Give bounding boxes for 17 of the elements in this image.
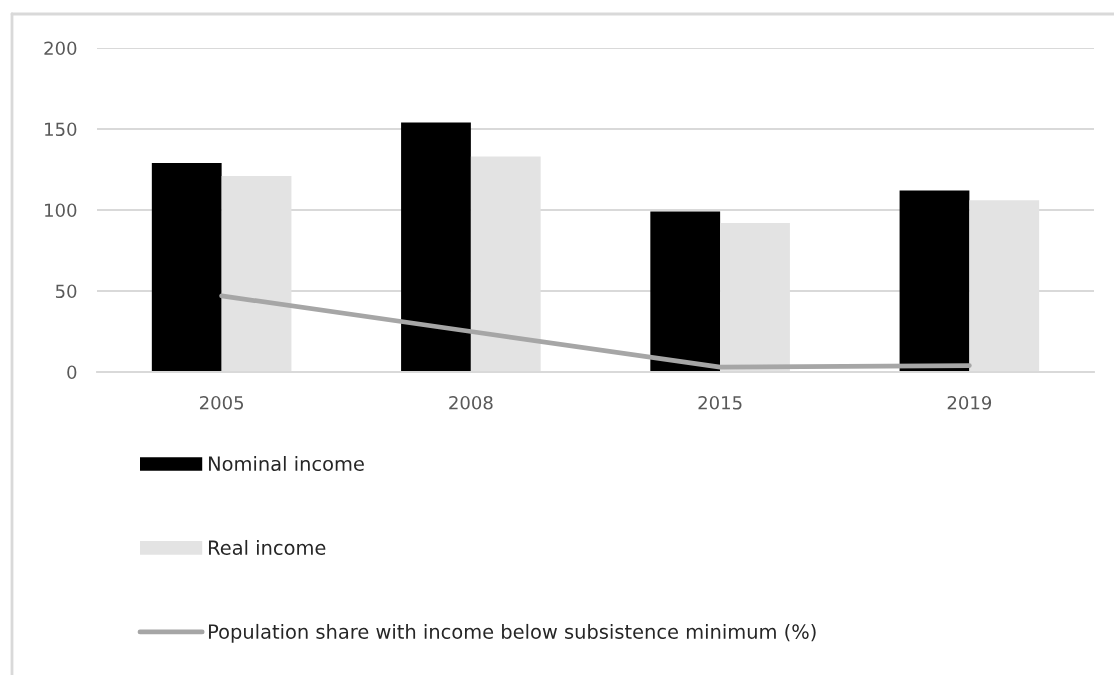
- line-series: [219, 293, 972, 370]
- bar: [151, 163, 222, 372]
- y-tick-label: 150: [45, 122, 77, 137]
- y-tick-label: 0: [67, 365, 77, 380]
- legend-label: Nominal income: [208, 456, 364, 472]
- bar: [650, 211, 721, 372]
- y-tick-label: 100: [45, 203, 77, 218]
- legend-label: Real income: [208, 539, 326, 556]
- bar: [899, 190, 970, 372]
- x-tick-label: 2015: [698, 395, 742, 410]
- legend-label: Population share with income below subsistence minimum (%): [208, 623, 816, 643]
- x-tick-label: 2008: [449, 395, 493, 410]
- bar: [401, 122, 471, 372]
- x-tick-label: 2005: [199, 395, 244, 410]
- y-tick-label: 50: [55, 284, 77, 299]
- x-tick-label: 2019: [947, 395, 992, 410]
- y-tick-label: 200: [44, 41, 77, 56]
